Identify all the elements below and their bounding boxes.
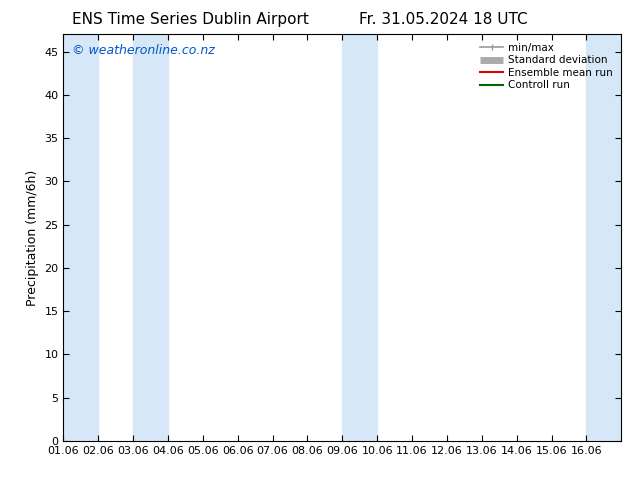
Text: ENS Time Series Dublin Airport: ENS Time Series Dublin Airport (72, 12, 309, 27)
Text: Fr. 31.05.2024 18 UTC: Fr. 31.05.2024 18 UTC (359, 12, 528, 27)
Bar (63, 34, 98, 441)
Legend: min/max, Standard deviation, Ensemble mean run, Controll run: min/max, Standard deviation, Ensemble me… (477, 40, 616, 94)
Bar (586, 34, 621, 441)
Bar (342, 34, 377, 441)
Y-axis label: Precipitation (mm/6h): Precipitation (mm/6h) (26, 170, 39, 306)
Text: © weatheronline.co.nz: © weatheronline.co.nz (72, 45, 214, 57)
Bar (133, 34, 168, 441)
